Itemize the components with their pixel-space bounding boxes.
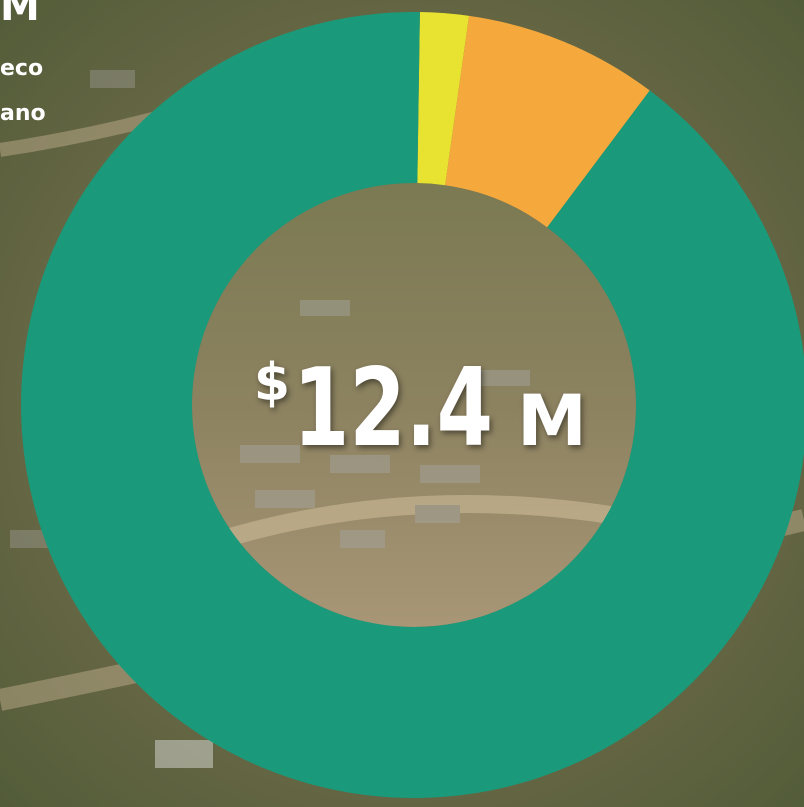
center-amount: 12.4 [293, 346, 493, 471]
village-texture [217, 300, 642, 549]
annotation: ano [0, 101, 46, 126]
center-currency: $ [254, 353, 290, 413]
donut-segment [445, 15, 650, 228]
annotation: M [0, 0, 40, 30]
donut-segment [417, 12, 470, 186]
center-label: $ 12.4 M [254, 346, 587, 471]
donut-segment [21, 12, 804, 798]
annotation: eco [0, 56, 43, 81]
donut [21, 12, 804, 798]
center-unit: M [517, 380, 587, 462]
